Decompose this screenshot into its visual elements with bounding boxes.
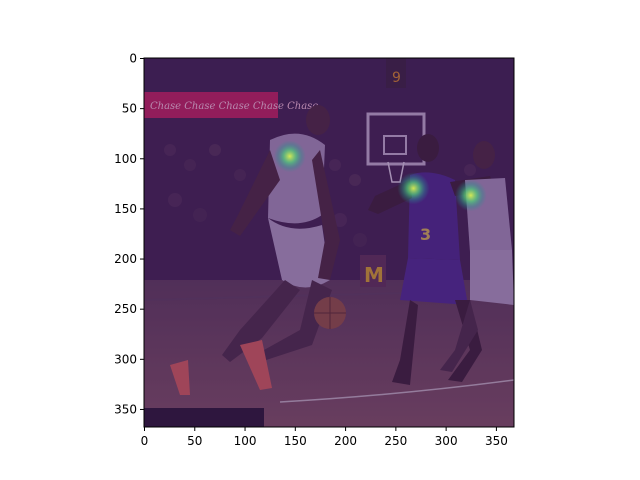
x-tick-label: 250 — [384, 434, 407, 448]
hotspots — [273, 140, 487, 212]
crowd — [164, 144, 476, 247]
y-tick-label: 200 — [114, 252, 137, 266]
x-tick-label: 350 — [485, 434, 508, 448]
y-tick-label: 50 — [122, 102, 137, 116]
heatmap-hotspot-3 — [454, 179, 487, 212]
x-axis: 0 50 100 150 200 250 300 350 — [141, 427, 508, 448]
svg-text:M: M — [364, 263, 384, 287]
y-tick-label: 300 — [114, 352, 137, 366]
x-tick-label: 200 — [334, 434, 357, 448]
y-tick-label: 250 — [114, 302, 137, 316]
scoreboard-text: 9 — [392, 70, 401, 86]
y-tick-label: 0 — [129, 52, 137, 66]
arena-banner — [144, 92, 278, 118]
heatmap-hotspot-1 — [273, 140, 306, 173]
x-tick-label: 50 — [187, 434, 202, 448]
image-area: Chase Chase Chase Chase Chase 9 M — [144, 58, 514, 427]
x-tick-label: 150 — [284, 434, 307, 448]
y-axis: 0 50 100 150 200 250 300 350 — [114, 52, 144, 416]
axes-frame — [143, 57, 515, 428]
player-white-dribbling — [170, 105, 340, 395]
y-tick-label: 350 — [114, 402, 137, 416]
x-tick-label: 0 — [141, 434, 149, 448]
heatmap-hotspot-2 — [397, 172, 430, 205]
x-tick-label: 300 — [435, 434, 458, 448]
scoreboard — [386, 58, 406, 88]
arena-banner-text: Chase Chase Chase Chase Chase — [150, 101, 318, 112]
x-tick-label: 100 — [234, 434, 257, 448]
y-tick-label: 150 — [114, 202, 137, 216]
heatmap-overlay — [144, 58, 514, 427]
jersey-number: 3 — [420, 225, 431, 244]
y-tick-label: 100 — [114, 152, 137, 166]
